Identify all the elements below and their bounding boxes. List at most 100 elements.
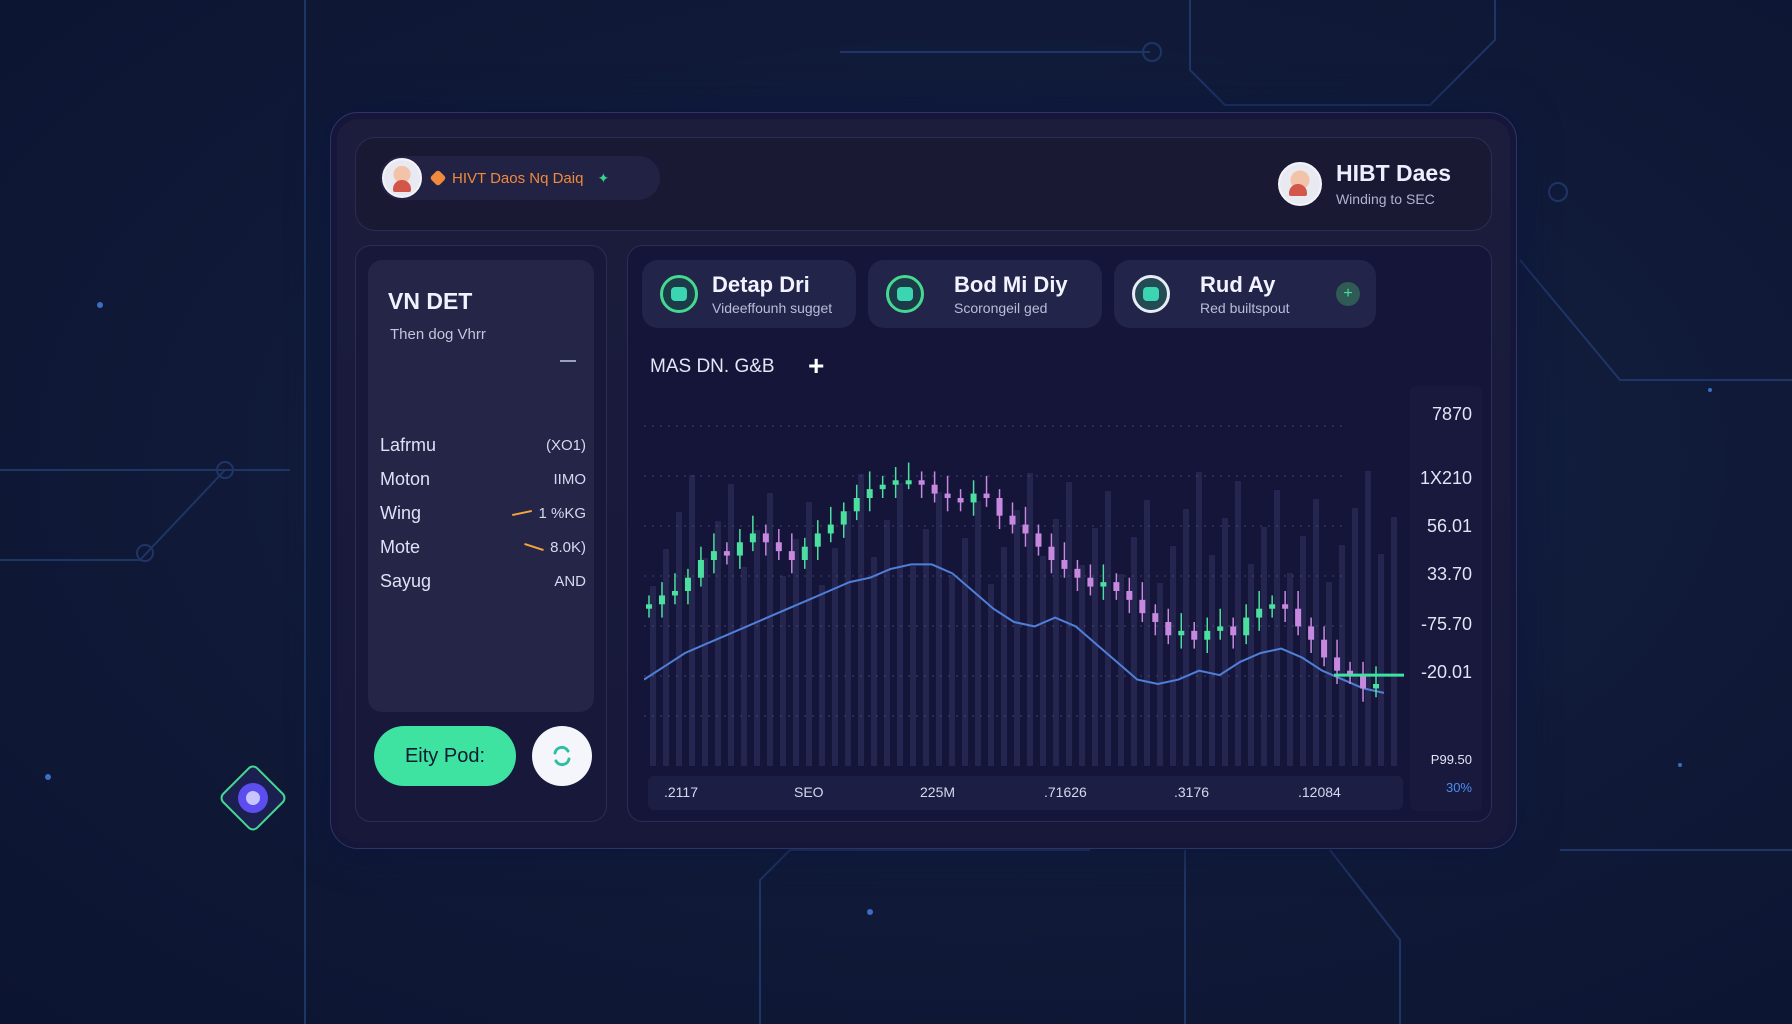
- volume-bar: [858, 474, 864, 766]
- candle: [1048, 533, 1055, 574]
- candle: [944, 475, 951, 512]
- volume-bar: [676, 512, 682, 766]
- zoom-percent[interactable]: 30%: [1445, 780, 1472, 795]
- volume-bar: [1001, 547, 1007, 766]
- list-item[interactable]: Wing 1 %KG: [380, 496, 586, 530]
- candle: [1295, 591, 1302, 636]
- y-tick-label: 7870: [1431, 404, 1472, 424]
- stat-card-1[interactable]: Detap Dri Videeffounh sugget: [642, 260, 856, 328]
- account-pill[interactable]: HIVT Daos Nq Daiq ✦: [380, 156, 660, 200]
- x-tick-label: 225M: [920, 784, 956, 800]
- volume-bar: [845, 511, 851, 766]
- stat-card-3[interactable]: Rud Ay Red builtspout +: [1114, 260, 1376, 328]
- stat-card-subtitle: Videeffounh sugget: [712, 300, 833, 316]
- header-bar: HIVT Daos Nq Daiq ✦ HIBT Daes Winding to…: [355, 137, 1492, 231]
- volume-bar: [884, 520, 890, 766]
- list-item-label: Mote: [380, 536, 421, 557]
- user-name: HIBT Daes: [1335, 160, 1451, 186]
- candle: [1308, 617, 1315, 653]
- candle: [1347, 661, 1354, 684]
- sidebar-title: VN DET: [388, 288, 473, 314]
- volume-bar: [936, 492, 942, 766]
- y-tick-label: -75.70: [1420, 614, 1472, 634]
- volume-bar: [715, 521, 721, 766]
- sidebar-list: Lafrmu (XO1) Moton IIMO Wing 1 %KG Mote …: [380, 428, 586, 598]
- stat-card-subtitle: Scorongeil ged: [954, 300, 1048, 316]
- volume-bar: [1300, 536, 1306, 766]
- coin-icon: [1132, 275, 1170, 313]
- candle: [892, 467, 899, 498]
- sidebar-subtitle: Then dog Vhrr: [390, 326, 486, 343]
- volume-bar: [1053, 519, 1059, 766]
- list-item[interactable]: Sayug AND: [380, 564, 586, 598]
- candle: [827, 506, 834, 543]
- list-item[interactable]: Mote 8.0K): [380, 530, 586, 564]
- candle: [866, 471, 873, 512]
- candle: [1230, 617, 1237, 649]
- collapse-icon[interactable]: [560, 360, 576, 362]
- x-tick-label: .71626: [1044, 784, 1087, 800]
- user-profile[interactable]: HIBT Daes Winding to SEC: [1277, 160, 1451, 207]
- candle: [762, 524, 769, 556]
- volume-bar: [1170, 546, 1176, 766]
- candle: [1009, 502, 1016, 534]
- volume-bar: [1105, 491, 1111, 766]
- stat-card-2[interactable]: Bod Mi Diy Scorongeil ged: [868, 260, 1102, 328]
- y-tick-label: 33.70: [1426, 564, 1472, 584]
- candle: [1217, 608, 1224, 640]
- candle: [840, 502, 847, 538]
- volume-bar: [767, 493, 773, 766]
- list-item-value: IIMO: [553, 470, 587, 488]
- volume-bar: [780, 576, 786, 766]
- volume-bar: [1027, 473, 1033, 766]
- volume-bar: [832, 548, 838, 766]
- settings-icon[interactable]: ✦: [597, 169, 610, 186]
- primary-action-button[interactable]: Eity Pod:: [374, 726, 516, 786]
- list-item-label: Sayug: [380, 570, 432, 591]
- volume-bar: [1248, 564, 1254, 766]
- candle: [1269, 595, 1276, 618]
- candle: [1191, 622, 1198, 649]
- candle: [697, 546, 704, 587]
- volume-bar: [1079, 565, 1085, 766]
- stat-card-subtitle: Red builtspout: [1200, 300, 1290, 316]
- candle: [775, 529, 782, 560]
- secondary-round-button[interactable]: [532, 726, 592, 786]
- candle: [1321, 626, 1328, 667]
- list-item[interactable]: Lafrmu (XO1): [380, 428, 586, 462]
- volume-bar: [923, 529, 929, 766]
- floating-gear-badge[interactable]: [215, 760, 291, 836]
- candle: [853, 484, 860, 521]
- candle: [736, 529, 743, 569]
- volume-bar: [962, 538, 968, 766]
- volume-bar: [1287, 573, 1293, 766]
- user-avatar: [1277, 161, 1322, 206]
- volume-bar: [793, 539, 799, 766]
- diamond-icon: [429, 169, 447, 187]
- volume-bar: [1196, 472, 1202, 766]
- volume-bar: [1313, 499, 1319, 766]
- volume-bar: [949, 575, 955, 766]
- x-tick-label: .12084: [1298, 784, 1341, 800]
- volume-bar: [1391, 517, 1397, 766]
- y-tick-label: 1X210: [1419, 468, 1472, 488]
- candle: [918, 471, 925, 498]
- candle: [1152, 604, 1159, 636]
- add-chart-icon[interactable]: +: [808, 350, 825, 381]
- volume-bar: [897, 483, 903, 766]
- list-item-value: 1 %KG: [538, 504, 586, 522]
- volume-bar: [1365, 471, 1371, 766]
- candle: [1165, 608, 1172, 645]
- volume-bar: [663, 549, 669, 766]
- candle: [1074, 560, 1081, 591]
- volume-bar: [1131, 537, 1137, 766]
- volume-bar: [1014, 510, 1020, 766]
- candle: [1139, 582, 1146, 622]
- add-icon[interactable]: +: [1336, 282, 1360, 306]
- candle: [957, 489, 964, 512]
- list-item[interactable]: Moton IIMO: [380, 462, 586, 496]
- volume-bar: [702, 558, 708, 766]
- candle: [1373, 666, 1380, 698]
- volume-bar: [806, 502, 812, 766]
- candlestick-chart[interactable]: [644, 386, 1404, 776]
